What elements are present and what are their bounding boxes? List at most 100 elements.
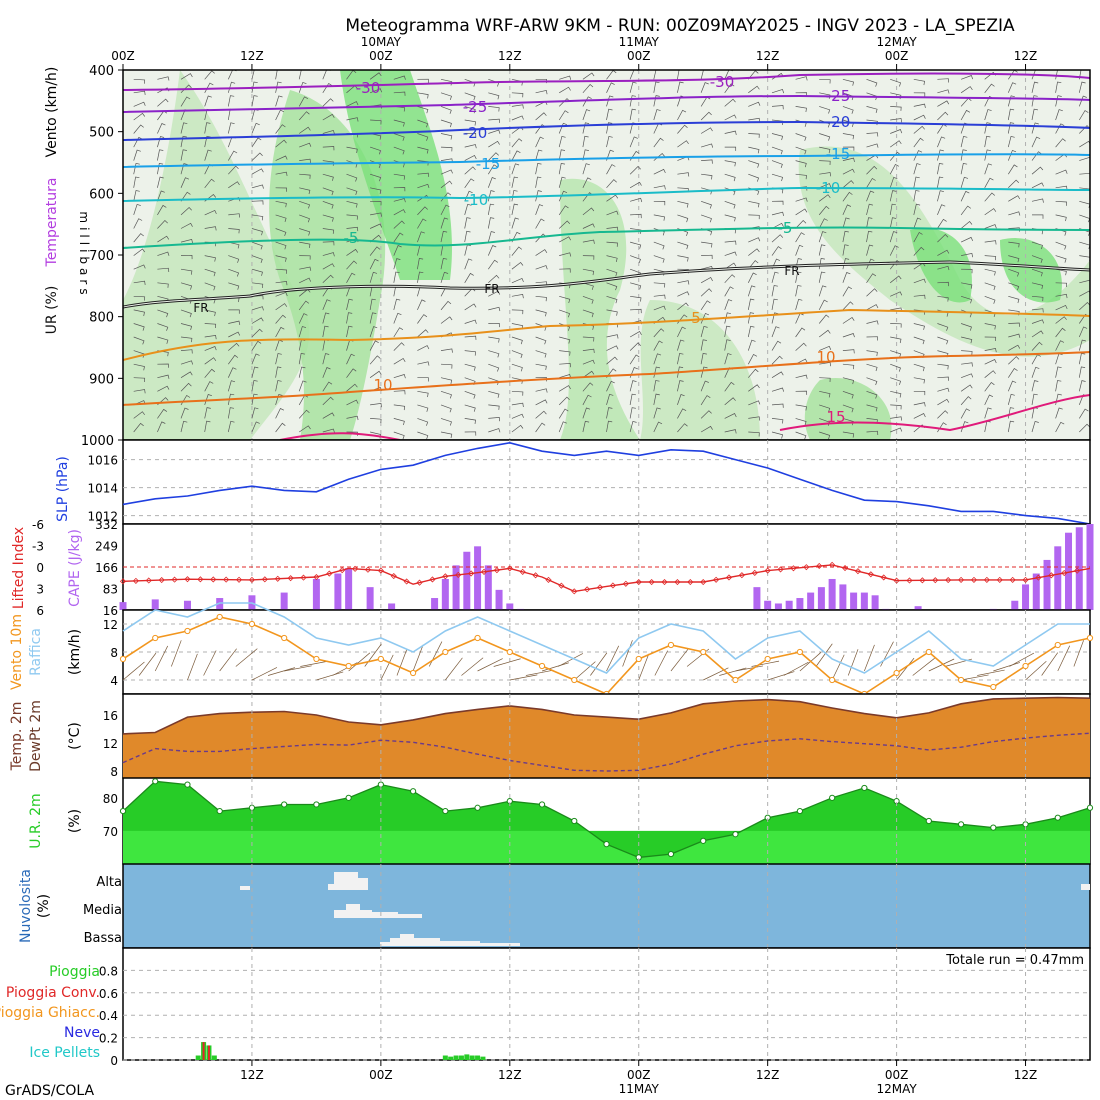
wind-barb — [417, 146, 429, 154]
wind-barb — [322, 83, 333, 93]
wind-barb — [440, 119, 452, 128]
cloud-level-labels: Alta Media Bassa — [83, 875, 122, 946]
wind-barb — [582, 359, 595, 365]
wind-barb — [960, 373, 974, 379]
wind-barb — [653, 393, 660, 405]
precip-bar — [480, 1056, 486, 1060]
wind-barb — [747, 312, 755, 324]
wind-barb — [1055, 123, 1065, 134]
wind-barb — [204, 209, 217, 216]
wind-barb — [818, 314, 830, 324]
top-time-label: 00Z — [885, 49, 909, 63]
isotherm-label: -25 — [826, 87, 851, 105]
wind-barb — [842, 272, 851, 283]
rh-marker — [1054, 814, 1061, 821]
wind-barb — [724, 274, 736, 284]
wind-barb — [606, 282, 618, 291]
wind-barb — [771, 418, 784, 424]
wind-barb — [890, 78, 902, 87]
cloud-level-mid: Media — [83, 903, 122, 918]
wind-barb — [724, 98, 736, 107]
wind-barb — [606, 149, 614, 161]
wind10-marker — [119, 655, 127, 663]
wind-arrow — [445, 657, 463, 681]
wind-barb — [937, 398, 950, 406]
cloud-low — [380, 942, 390, 946]
li-marker — [390, 572, 397, 580]
wind-barb — [866, 106, 878, 113]
wind-barb — [488, 322, 500, 328]
wind-barb — [819, 418, 830, 426]
wind-barb — [275, 200, 287, 208]
wind-barb — [204, 346, 217, 351]
wind-barb — [700, 277, 713, 284]
wind-barb — [960, 236, 974, 243]
wind-barb — [157, 204, 167, 216]
isotherm-15 — [279, 394, 1090, 440]
wind-barb — [866, 336, 878, 341]
cape-bar — [807, 592, 815, 610]
clouds-label: Nuvolosita — [18, 869, 34, 943]
wind-barb — [724, 312, 731, 324]
wind-barb — [133, 176, 140, 188]
wind-barb — [133, 323, 145, 331]
wind-barb — [1031, 81, 1039, 93]
wind-barb — [747, 298, 755, 310]
wind-barb — [227, 420, 235, 433]
wind-barb — [582, 207, 595, 216]
wind-barb — [251, 306, 264, 311]
wind-barb — [937, 162, 944, 175]
precip-grid: 0 0.2 0.4 0.6 0.8 — [99, 948, 1090, 1068]
wind-barb — [653, 241, 665, 250]
wind-barb — [1079, 110, 1089, 121]
cloud-grid — [251, 864, 1027, 948]
legend-rain: Pioggia — [49, 964, 100, 980]
wind-barb — [299, 200, 311, 209]
wind-barb — [440, 377, 453, 384]
wind-barb — [180, 323, 193, 331]
wind-barb — [748, 248, 760, 256]
wind-barb — [204, 95, 212, 107]
wind-barb — [346, 248, 359, 256]
precip-bar — [464, 1054, 470, 1060]
wind-barb — [322, 274, 334, 284]
wind-barb — [819, 431, 831, 440]
wind-barb — [866, 203, 873, 215]
wind10-marker — [829, 676, 836, 684]
wind-barb — [299, 255, 311, 260]
wind-barb — [653, 328, 665, 338]
y-tick-label: 600 — [89, 187, 114, 202]
wind-arrow — [348, 652, 371, 672]
rh-marker — [1086, 804, 1094, 811]
wind-barb — [677, 109, 687, 121]
wind-barb — [298, 326, 307, 338]
wind-barb — [606, 368, 617, 378]
wind-barb — [913, 377, 926, 384]
cloud-low — [480, 943, 520, 946]
bottom-time-label: 12Z — [498, 1068, 522, 1082]
li-marker — [171, 576, 178, 583]
wind-barb — [1078, 339, 1086, 351]
wind-barb — [157, 282, 169, 288]
temp2m-area — [123, 697, 1090, 778]
wind-barb — [724, 429, 737, 434]
wind-barb — [890, 106, 902, 111]
wind-barb — [937, 234, 949, 243]
wind-barb — [771, 312, 779, 324]
wind-barb — [866, 404, 878, 412]
wind-barb — [984, 224, 997, 229]
li-marker — [919, 577, 926, 584]
wind-barb — [748, 214, 760, 220]
wind-barb — [346, 272, 356, 283]
upper-yticks: 400 500 600 700 800 900 1000 — [81, 64, 123, 449]
wind-barb — [275, 241, 287, 250]
wind-barb — [511, 176, 519, 188]
precip-bars — [195, 1042, 486, 1060]
cape-bar — [1054, 546, 1062, 610]
wind-barb — [393, 198, 406, 203]
li-marker — [841, 564, 849, 572]
wind-barb — [417, 231, 425, 243]
rh2m-area-upper — [123, 781, 1090, 858]
wind-barb — [1055, 138, 1066, 148]
